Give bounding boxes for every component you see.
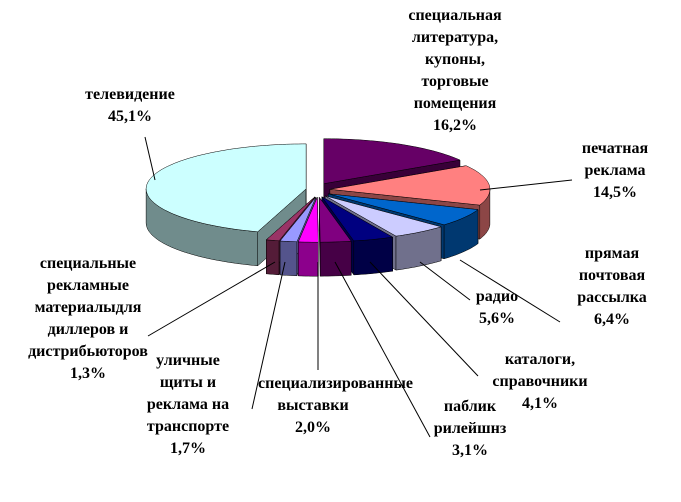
slice-label: печатная реклама 14,5% bbox=[565, 138, 665, 204]
slice-side bbox=[353, 236, 393, 276]
slice bbox=[279, 196, 317, 243]
leader-line bbox=[419, 261, 471, 301]
value-label: 14,5% bbox=[593, 184, 637, 201]
slice-label: специализированные выставки 2,0% bbox=[258, 373, 414, 439]
slice bbox=[321, 196, 394, 242]
slice-label: прямая почтовая рассылка 6,4% bbox=[557, 243, 667, 331]
slice bbox=[145, 143, 307, 233]
slice-side bbox=[266, 239, 280, 276]
slice-label: телевидение 45,1% bbox=[70, 84, 190, 128]
slice-label: специальная литература, купоны, торговые… bbox=[390, 5, 520, 137]
slice bbox=[328, 193, 479, 226]
slice-side bbox=[298, 241, 319, 277]
leader-line bbox=[479, 179, 573, 191]
category-name: специальные рекламные материалыдля дилле… bbox=[28, 255, 148, 360]
leader-line bbox=[369, 261, 479, 377]
category-name: радио bbox=[475, 288, 519, 305]
category-name: паблик рилейшнз bbox=[433, 398, 507, 437]
value-label: 4,1% bbox=[522, 395, 558, 412]
slice-label: каталоги, справочники 4,1% bbox=[475, 349, 605, 415]
category-name: телевидение bbox=[85, 86, 175, 103]
slice bbox=[318, 196, 352, 243]
slice-label: специальные рекламные материалыдля дилле… bbox=[8, 253, 168, 385]
slice-label: уличные щиты и реклама на транспорте 1,7% bbox=[133, 350, 243, 460]
category-name: прямая почтовая рассылка bbox=[577, 245, 647, 306]
value-label: 16,2% bbox=[433, 117, 477, 134]
value-label: 1,3% bbox=[70, 365, 106, 382]
slice bbox=[329, 165, 491, 206]
value-label: 2,0% bbox=[295, 419, 331, 436]
category-name: печатная реклама bbox=[581, 140, 649, 179]
slice-side bbox=[319, 241, 352, 277]
value-label: 6,4% bbox=[594, 311, 630, 328]
leader-line bbox=[251, 261, 286, 410]
slice bbox=[297, 197, 319, 243]
leader-line bbox=[144, 136, 156, 181]
leader-line bbox=[459, 259, 561, 323]
leader-line bbox=[147, 261, 276, 337]
category-name: специальная литература, купоны, торговые… bbox=[408, 7, 502, 112]
slice bbox=[265, 196, 315, 242]
slice-label: радио 5,6% bbox=[467, 286, 527, 330]
leader-line bbox=[334, 261, 431, 438]
value-label: 45,1% bbox=[108, 108, 152, 125]
value-label: 5,6% bbox=[479, 310, 515, 327]
slice-label: паблик рилейшнз 3,1% bbox=[420, 396, 520, 462]
slice bbox=[323, 138, 461, 184]
category-name: специализированные выставки bbox=[258, 375, 414, 414]
category-name: каталоги, справочники bbox=[492, 351, 588, 390]
category-name: уличные щиты и реклама на транспорте bbox=[146, 352, 230, 435]
value-label: 1,7% bbox=[170, 440, 206, 457]
slice bbox=[324, 195, 443, 237]
value-label: 3,1% bbox=[452, 442, 488, 459]
